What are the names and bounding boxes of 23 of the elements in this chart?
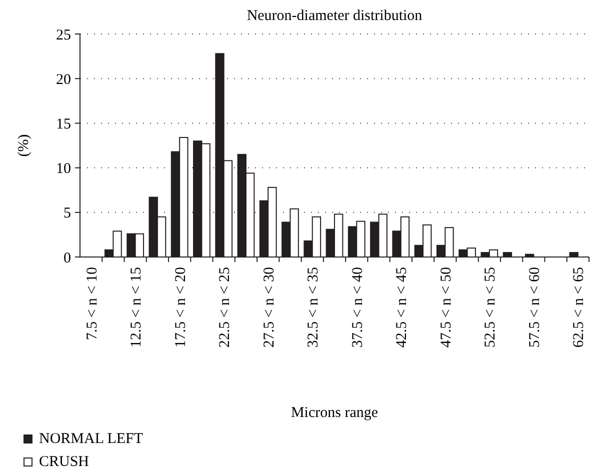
x-tick-label: 37.5 < n < 40 [350,267,366,348]
x-tick-label: 47.5 < n < 50 [438,267,454,348]
y-tick-label: 5 [64,206,71,222]
x-tick-label: 52.5 < n < 55 [482,267,499,348]
y-tick-label: 10 [56,161,71,178]
x-tick-label: 57.5 < n < 60 [526,267,543,348]
y-tick-label: 20 [56,72,71,88]
y-axis-title: (%) [16,134,32,157]
legend-label: CRUSH [39,454,90,470]
x-tick-label: 17.5 < n < 20 [172,267,189,348]
x-tick-label: 12.5 < n < 15 [128,267,145,348]
x-tick-label: 7.5 < n < 10 [84,267,100,340]
legend-label: NORMAL LEFT [39,431,144,447]
y-tick-label: 25 [56,27,71,44]
x-tick-label: 32.5 < n < 35 [306,267,322,348]
x-tick-label: 42.5 < n < 45 [394,267,410,348]
x-axis-title: Microns range [290,405,378,421]
chart-title: Neuron-diameter distribution [246,8,423,24]
y-tick-label: 0 [64,250,71,266]
x-tick-label: 22.5 < n < 25 [217,267,234,348]
y-tick-label: 15 [56,116,71,132]
x-tick-label: 27.5 < n < 30 [261,267,278,348]
x-tick-label: 62.5 < n < 65 [571,267,588,348]
